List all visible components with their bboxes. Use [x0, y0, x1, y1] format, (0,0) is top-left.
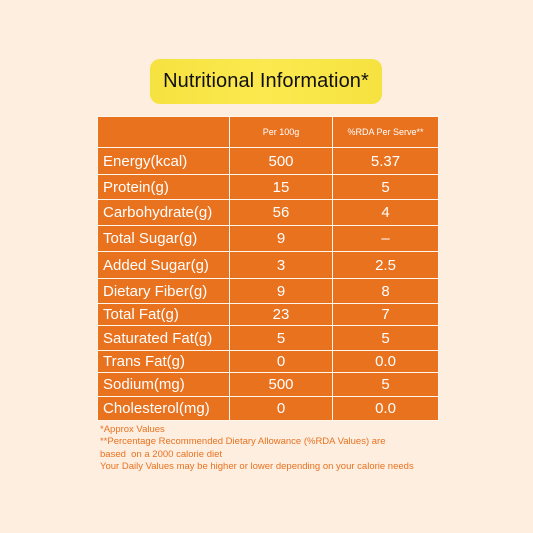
page-title: Nutritional Information*	[163, 70, 369, 92]
footnotes: *Approx Values **Percentage Recommended …	[100, 424, 520, 473]
nutrient-label: Dietary Fiber(g)	[97, 278, 230, 304]
per-100g-value: 3	[229, 251, 333, 279]
nutrient-label: Saturated Fat(g)	[97, 325, 230, 351]
header-nutrient	[97, 116, 230, 148]
table-row: Total Sugar(g) 9–	[97, 225, 439, 252]
rda-value: 5	[332, 325, 439, 351]
per-100g-value: 56	[229, 199, 333, 226]
rda-value: –	[332, 225, 439, 252]
nutrition-table-container: Per 100g %RDA Per Serve** Energy(kcal) 50…	[97, 116, 439, 421]
footnote-daily-values: Your Daily Values may be higher or lower…	[100, 460, 414, 472]
table-row: Saturated Fat(g) 5 5	[97, 325, 439, 351]
rda-value: 0.0	[332, 396, 439, 421]
per-100g-value: 9	[229, 225, 333, 252]
nutrient-label: Added Sugar(g)	[97, 251, 230, 279]
nutrient-label: Cholesterol(mg)	[97, 396, 230, 421]
per-100g-value: 15	[229, 174, 333, 200]
rda-value: 5.37	[332, 147, 439, 175]
rda-value: 7	[332, 303, 439, 326]
table-row: Protein(g) 15 5	[97, 174, 439, 200]
per-100g-value: 23	[229, 303, 333, 326]
rda-value: 5	[332, 372, 439, 397]
per-100g-value: 0	[229, 350, 333, 373]
per-100g-value: 0	[229, 396, 333, 421]
footnote-rda: **Percentage Recommended Dietary Allowan…	[100, 436, 386, 448]
nutrient-label: Energy(kcal)	[97, 147, 230, 175]
rda-value: 4	[332, 199, 439, 226]
nutrient-label: Sodium(mg)	[97, 372, 230, 397]
header-per-100g: Per 100g	[229, 116, 333, 148]
rda-value: 2.5	[332, 251, 439, 279]
nutrition-table: Per 100g %RDA Per Serve** Energy(kcal) 50…	[97, 116, 439, 421]
per-100g-value: 5	[229, 325, 333, 351]
table-row: Added Sugar(g) 3 2.5	[97, 251, 439, 279]
table-row: Cholesterol(mg) 0 0.0	[97, 396, 439, 421]
nutrient-label: Total Fat(g)	[97, 303, 230, 326]
table-row: Trans Fat(g) 0 0.0	[97, 350, 439, 373]
title-badge: Nutritional Information*	[150, 59, 382, 104]
nutrient-label: Total Sugar(g)	[97, 225, 230, 252]
table-row: Dietary Fiber(g) 9 8	[97, 278, 439, 304]
table-row: Energy(kcal) 500 5.37	[97, 147, 439, 175]
table-header-row: Per 100g %RDA Per Serve**	[97, 116, 439, 148]
header-rda-per-serve: %RDA Per Serve**	[332, 116, 439, 148]
per-100g-value: 500	[229, 147, 333, 175]
rda-value: 8	[332, 278, 439, 304]
rda-value: 0.0	[332, 350, 439, 373]
nutrient-label: Protein(g)	[97, 174, 230, 200]
footnote-calorie-basis: based on a 2000 calorie diet	[100, 448, 223, 460]
per-100g-value: 500	[229, 372, 333, 397]
per-100g-value: 9	[229, 278, 333, 304]
table-row: Total Fat(g) 23 7	[97, 303, 439, 326]
table-row: Carbohydrate(g) 56 4	[97, 199, 439, 226]
table-row: Sodium(mg) 500 5	[97, 372, 439, 397]
nutrient-label: Carbohydrate(g)	[97, 199, 230, 226]
rda-value: 5	[332, 174, 439, 200]
footnote-approx: *Approx Values	[100, 424, 165, 435]
nutrient-label: Trans Fat(g)	[97, 350, 230, 373]
